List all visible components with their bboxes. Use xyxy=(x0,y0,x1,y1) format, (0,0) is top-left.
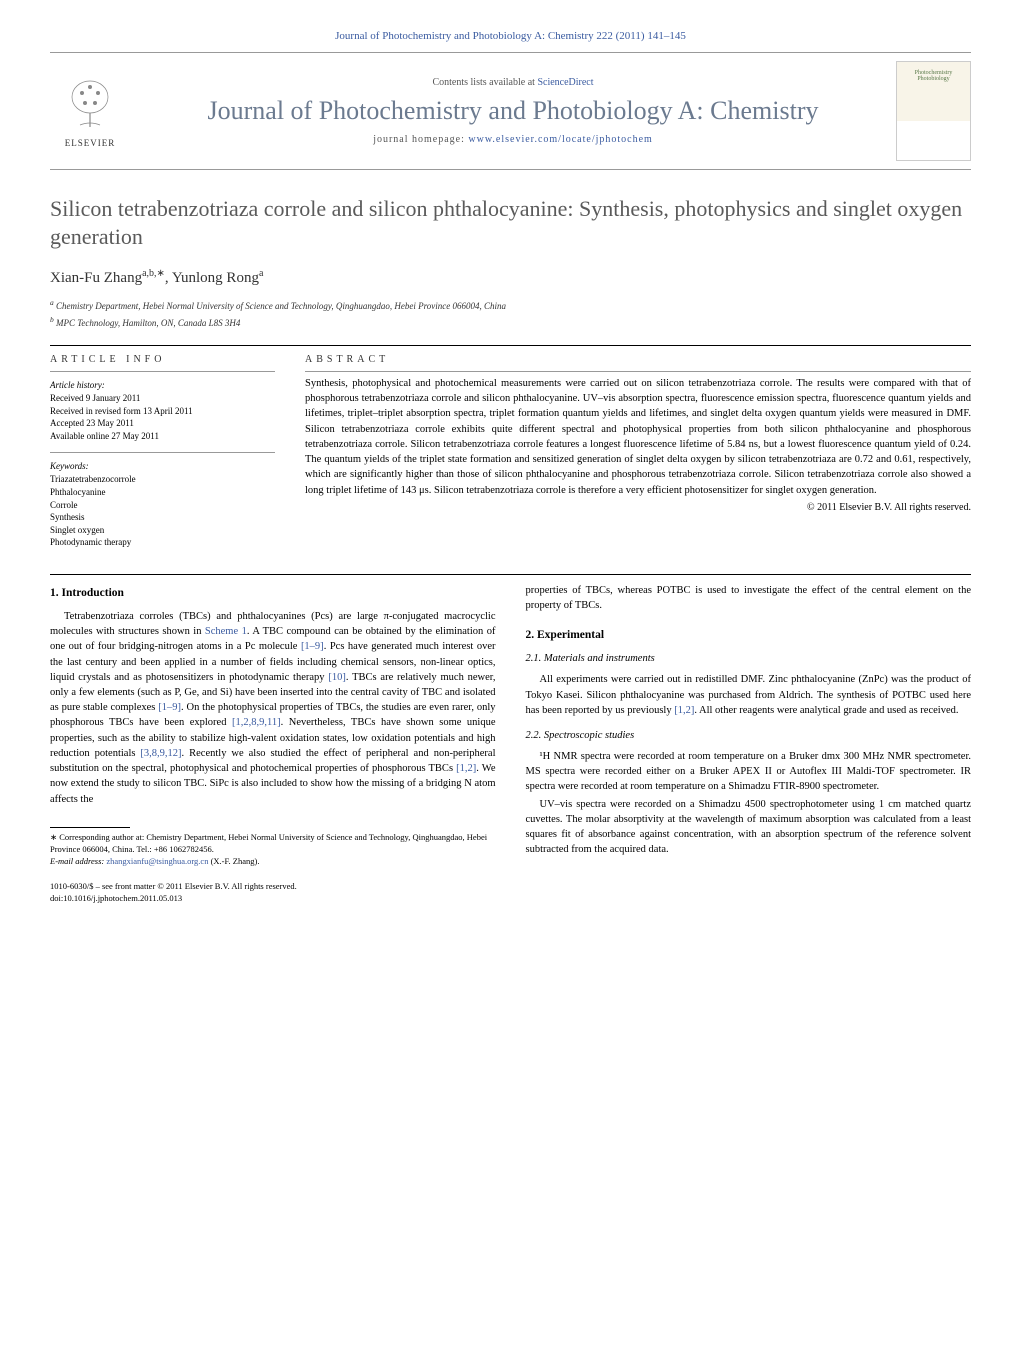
journal-name: Journal of Photochemistry and Photobiolo… xyxy=(145,96,881,126)
ref-link[interactable]: [10] xyxy=(328,672,346,683)
doi-line: doi:10.1016/j.jphotochem.2011.05.013 xyxy=(50,893,496,905)
ref-link[interactable]: [3,8,9,12] xyxy=(140,748,181,759)
abstract-heading: abstract xyxy=(305,354,971,365)
homepage-url[interactable]: www.elsevier.com/locate/jphotochem xyxy=(468,134,652,145)
intro-continuation: properties of TBCs, whereas POTBC is use… xyxy=(526,583,972,613)
ref-link[interactable]: [1,2] xyxy=(674,705,694,716)
banner-center: Contents lists available at ScienceDirec… xyxy=(145,77,881,145)
body-two-columns: 1. Introduction Tetrabenzotriaza corrole… xyxy=(50,583,971,905)
author-2-sup: a xyxy=(259,268,263,279)
issn-line: 1010-6030/$ – see front matter © 2011 El… xyxy=(50,881,496,893)
journal-citation-header: Journal of Photochemistry and Photobiolo… xyxy=(50,30,971,42)
email-footnote: E-mail address: zhangxianfu@tsinghua.org… xyxy=(50,856,496,868)
ref-link[interactable]: [1–9] xyxy=(301,641,324,652)
keywords-label: Keywords: xyxy=(50,461,275,471)
ref-link[interactable]: [1,2,8,9,11] xyxy=(232,717,281,728)
keyword: Synthesis xyxy=(50,511,275,524)
materials-paragraph: All experiments were carried out in redi… xyxy=(526,672,972,718)
authors: Xian-Fu Zhanga,b,∗, Yunlong Ronga xyxy=(50,268,971,287)
received-date: Received 9 January 2011 xyxy=(50,392,275,405)
body-column-right: properties of TBCs, whereas POTBC is use… xyxy=(526,583,972,905)
affiliations: a Chemistry Department, Hebei Normal Uni… xyxy=(50,297,971,330)
subsection-2-2-heading: 2.2. Spectroscopic studies xyxy=(526,730,972,741)
abstract-column: abstract Synthesis, photophysical and ph… xyxy=(305,354,971,549)
ref-link[interactable]: [1,2] xyxy=(456,763,476,774)
intro-paragraph: Tetrabenzotriaza corroles (TBCs) and pht… xyxy=(50,609,496,807)
article-history-label: Article history: xyxy=(50,380,275,390)
spectroscopy-paragraph-2: UV–vis spectra were recorded on a Shimad… xyxy=(526,797,972,858)
ref-link[interactable]: [1–9] xyxy=(158,702,181,713)
email-link[interactable]: zhangxianfu@tsinghua.org.cn xyxy=(106,856,208,866)
thin-divider xyxy=(50,452,275,453)
elsevier-tree-icon xyxy=(60,75,120,135)
cover-label-2: Photobiology xyxy=(917,76,949,82)
author-1: Xian-Fu Zhang xyxy=(50,270,142,286)
contents-prefix: Contents lists available at xyxy=(432,77,537,88)
sciencedirect-link[interactable]: ScienceDirect xyxy=(537,77,593,88)
corresponding-author-footnote: ∗ Corresponding author at: Chemistry Dep… xyxy=(50,832,496,856)
online-date: Available online 27 May 2011 xyxy=(50,430,275,443)
footnote-divider xyxy=(50,827,130,828)
journal-cover-thumbnail: Photochemistry Photobiology xyxy=(896,61,971,161)
keyword: Corrole xyxy=(50,499,275,512)
thin-divider xyxy=(50,371,275,372)
affiliation-a: a Chemistry Department, Hebei Normal Uni… xyxy=(50,297,971,314)
journal-banner: ELSEVIER Contents lists available at Sci… xyxy=(50,52,971,170)
email-suffix: (X.-F. Zhang). xyxy=(208,856,259,866)
author-1-sup: a,b,∗ xyxy=(142,268,165,279)
divider xyxy=(50,345,971,346)
subsection-2-1-heading: 2.1. Materials and instruments xyxy=(526,653,972,664)
scheme-link[interactable]: Scheme 1 xyxy=(205,626,247,637)
keyword: Singlet oxygen xyxy=(50,524,275,537)
info-abstract-row: article info Article history: Received 9… xyxy=(50,354,971,549)
elsevier-logo: ELSEVIER xyxy=(50,66,130,156)
keyword: Phthalocyanine xyxy=(50,486,275,499)
abstract-text: Synthesis, photophysical and photochemic… xyxy=(305,376,971,498)
divider xyxy=(50,574,971,575)
spectroscopy-paragraph-1: ¹H NMR spectra were recorded at room tem… xyxy=(526,749,972,795)
abstract-copyright: © 2011 Elsevier B.V. All rights reserved… xyxy=(305,502,971,513)
elsevier-label: ELSEVIER xyxy=(65,138,116,148)
revised-date: Received in revised form 13 April 2011 xyxy=(50,405,275,418)
bottom-metadata: 1010-6030/$ – see front matter © 2011 El… xyxy=(50,881,496,905)
homepage-line: journal homepage: www.elsevier.com/locat… xyxy=(145,134,881,145)
email-label: E-mail address: xyxy=(50,856,106,866)
article-info-heading: article info xyxy=(50,354,275,365)
homepage-prefix: journal homepage: xyxy=(373,134,468,145)
article-title: Silicon tetrabenzotriaza corrole and sil… xyxy=(50,195,971,250)
affiliation-b: b MPC Technology, Hamilton, ON, Canada L… xyxy=(50,314,971,331)
accepted-date: Accepted 23 May 2011 xyxy=(50,417,275,430)
contents-available-line: Contents lists available at ScienceDirec… xyxy=(145,77,881,88)
body-column-left: 1. Introduction Tetrabenzotriaza corrole… xyxy=(50,583,496,905)
section-1-heading: 1. Introduction xyxy=(50,587,496,599)
author-2: , Yunlong Rong xyxy=(165,270,259,286)
thin-divider xyxy=(305,371,971,372)
article-info-column: article info Article history: Received 9… xyxy=(50,354,275,549)
keyword: Triazatetrabenzocorrole xyxy=(50,473,275,486)
section-2-heading: 2. Experimental xyxy=(526,629,972,641)
keyword: Photodynamic therapy xyxy=(50,536,275,549)
